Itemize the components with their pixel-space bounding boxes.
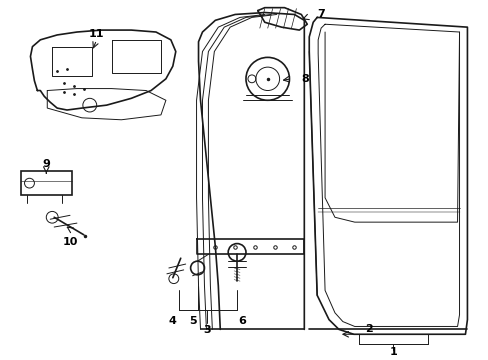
Text: 6: 6 (238, 316, 245, 325)
Text: 1: 1 (388, 347, 396, 357)
Text: 4: 4 (168, 316, 176, 325)
Text: 8: 8 (301, 74, 308, 84)
Text: 2: 2 (364, 324, 372, 334)
Text: 7: 7 (317, 9, 324, 19)
Text: 10: 10 (62, 237, 78, 247)
Text: 11: 11 (89, 29, 104, 39)
Text: 3: 3 (203, 325, 211, 336)
Text: 5: 5 (188, 316, 196, 325)
Bar (20, 171, 72, 195)
Text: 9: 9 (42, 159, 50, 168)
